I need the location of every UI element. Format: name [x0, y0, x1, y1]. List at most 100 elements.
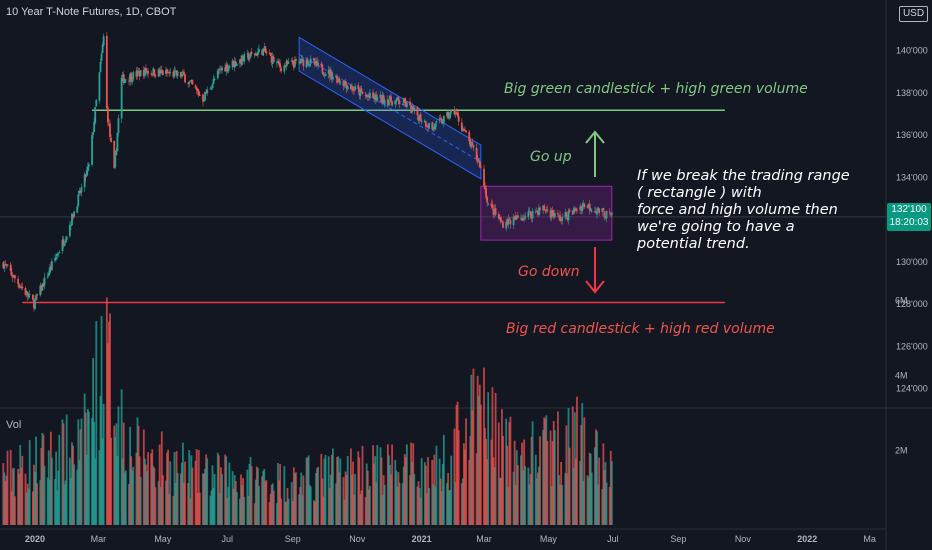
candle-body — [194, 85, 197, 88]
arrows — [585, 130, 605, 294]
candle-body — [564, 212, 567, 218]
volume-bar — [4, 481, 7, 525]
volume-bar — [380, 457, 383, 525]
volume-bar — [48, 479, 51, 525]
volume-bar — [55, 451, 58, 525]
candle-body — [41, 283, 44, 291]
volume-bar — [279, 463, 282, 525]
volume-bar — [87, 411, 90, 525]
candle-body — [179, 72, 182, 77]
volume-bar — [514, 485, 517, 525]
candle-body — [389, 95, 391, 101]
volume-bar — [440, 491, 443, 525]
candle-body — [395, 99, 398, 102]
go-up-label: Go up — [530, 149, 572, 165]
volume-bar — [535, 478, 538, 525]
candle-body — [287, 62, 290, 64]
candle-body — [276, 62, 278, 64]
volume-bar — [174, 483, 177, 525]
candle-body — [386, 99, 389, 105]
volume-bar — [128, 484, 130, 525]
candle-body — [173, 70, 176, 77]
currency-badge[interactable]: USD — [899, 6, 928, 22]
candle-body — [285, 61, 288, 67]
candle-body — [72, 214, 74, 218]
volume-bar — [31, 491, 34, 525]
candle-body — [159, 70, 162, 74]
candle-body — [51, 261, 53, 271]
candle-body — [250, 51, 253, 54]
candle-body — [346, 86, 349, 90]
volume-bar — [419, 497, 422, 525]
volume-bar — [175, 450, 178, 525]
candle-body — [18, 284, 21, 288]
candle-body — [116, 132, 119, 152]
candle-body — [231, 60, 234, 68]
candle-body — [565, 212, 568, 217]
candle-body — [128, 80, 130, 82]
candle-body — [552, 214, 555, 218]
candle-body — [137, 71, 140, 72]
volume-bar — [417, 481, 420, 525]
volume-bar — [14, 496, 16, 525]
candle-body — [191, 79, 194, 85]
candle-body — [39, 285, 42, 296]
candle-body — [161, 70, 164, 76]
candle-body — [501, 221, 503, 223]
candle-body — [420, 121, 423, 123]
volume-bar — [513, 440, 516, 525]
candle-body — [332, 76, 334, 80]
volume-bar — [300, 472, 303, 525]
volume-bar — [608, 486, 611, 525]
candle-body — [150, 73, 153, 75]
volume-bar — [469, 436, 472, 525]
candle-body — [99, 61, 102, 73]
volume-bar — [179, 473, 182, 525]
candle-body — [471, 142, 474, 145]
candle-body — [184, 74, 186, 83]
volume-bar — [447, 472, 449, 525]
volume-bar — [454, 482, 457, 525]
volume-bar — [235, 491, 238, 525]
candle-body — [527, 211, 530, 218]
candle-body — [190, 80, 193, 82]
time-tick-label: 2021 — [412, 534, 432, 544]
volume-bar — [515, 450, 518, 525]
candle-body — [419, 114, 422, 121]
candle-body — [307, 64, 310, 66]
candle-body — [132, 72, 135, 80]
candle-body — [535, 210, 538, 212]
volume-bar — [218, 492, 221, 525]
volume-bar — [479, 404, 482, 525]
volume-bar — [262, 471, 265, 525]
volume-bar — [509, 416, 512, 525]
candle-body — [211, 84, 214, 89]
volume-bar — [573, 412, 576, 525]
volume-bar — [114, 437, 117, 525]
candle-body — [372, 92, 374, 98]
candle-body — [187, 82, 190, 85]
range-break-note: If we break the trading range ( rectangl… — [637, 168, 850, 253]
candle-body — [56, 253, 59, 257]
candle-body — [329, 71, 332, 78]
volume-bar — [210, 490, 213, 525]
candle-body — [196, 89, 199, 92]
candle-body — [204, 92, 206, 101]
candle-body — [233, 61, 236, 68]
volume-bar — [40, 448, 43, 525]
volume-bar — [206, 458, 209, 525]
candle-body — [100, 53, 103, 61]
volume-bar — [420, 458, 423, 525]
candle-body — [295, 58, 297, 61]
candle-body — [146, 71, 148, 73]
candle-body — [33, 299, 35, 309]
volume-bar — [182, 442, 184, 525]
level-lines — [0, 109, 886, 304]
time-tick-label: Nov — [349, 534, 366, 544]
candle-body — [239, 59, 241, 64]
candle-body — [336, 76, 339, 83]
candle-body — [515, 215, 518, 219]
candle-body — [396, 97, 399, 101]
candle-body — [573, 208, 576, 210]
candle-body — [257, 51, 259, 56]
